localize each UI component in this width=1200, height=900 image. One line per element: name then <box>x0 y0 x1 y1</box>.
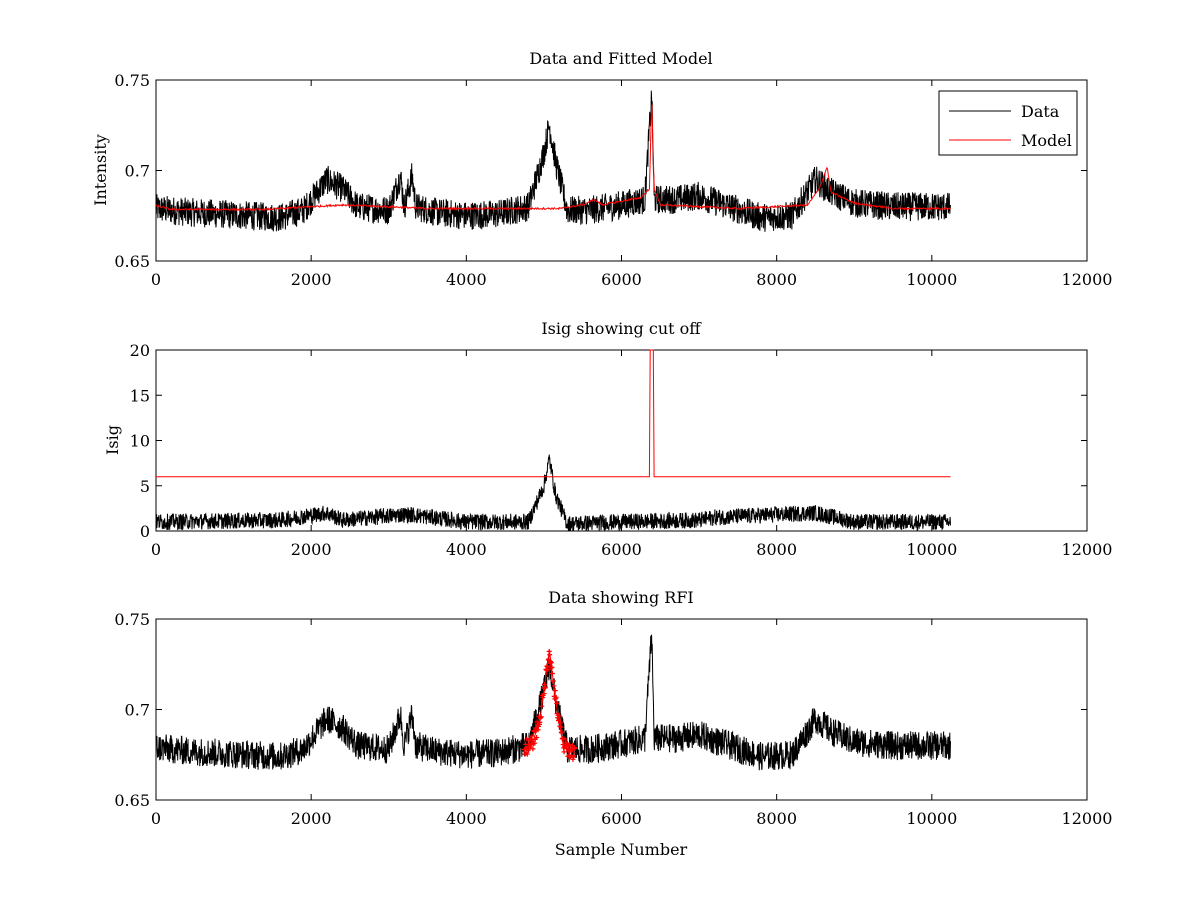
rfi-marker <box>571 753 577 759</box>
rfi-marker <box>539 703 545 709</box>
series-layer <box>155 349 951 532</box>
x-tick-label: 12000 <box>1062 270 1113 289</box>
y-tick-label: 0.65 <box>114 252 150 271</box>
legend-box <box>938 90 1078 156</box>
rfi-marker <box>530 746 536 752</box>
panel-data-showing-rfi: Data showing RFI Sample Number 0 2000 4000… <box>114 588 1112 859</box>
rfi-marker <box>549 670 555 676</box>
x-tick-label: 10000 <box>906 540 957 559</box>
y-tick-label: 20 <box>130 341 150 360</box>
x-tick-label: 0 <box>151 270 161 289</box>
y-axis-label: Intensity <box>91 134 110 206</box>
rfi-marker <box>549 660 555 666</box>
chart-title: Data and Fitted Model <box>529 49 712 68</box>
rfi-marker <box>552 688 558 694</box>
rfi-marker <box>547 652 553 658</box>
rfi-marker <box>524 751 530 757</box>
rfi-marker <box>550 678 556 684</box>
rfi-marker <box>549 664 555 670</box>
x-tick-label: 12000 <box>1062 540 1113 559</box>
panel-isig-showing-cut-off: Isig showing cut off Isig 0 2000 4000 6000 8… <box>103 319 1112 559</box>
y-tick-label: 0.75 <box>114 610 150 629</box>
x-tick-label: 4000 <box>446 540 487 559</box>
rfi-marker <box>558 724 564 730</box>
rfi-marker <box>560 735 566 741</box>
x-axis-label: Sample Number <box>555 840 688 859</box>
rfi-marker <box>567 742 573 748</box>
chart-title: Data showing RFI <box>548 588 693 607</box>
x-tick-label: 2000 <box>291 809 332 828</box>
rfi-marker <box>545 666 551 672</box>
legend-label-model: Model <box>1021 131 1072 150</box>
x-tick-label: 6000 <box>601 809 642 828</box>
rfi-marker <box>569 747 575 753</box>
x-tick-label: 12000 <box>1062 809 1113 828</box>
chart-title: Isig showing cut off <box>541 319 702 338</box>
rfi-marker <box>561 749 567 755</box>
x-tick-label: 10000 <box>906 270 957 289</box>
y-tick-label: 0.7 <box>125 701 150 720</box>
rfi-marker <box>559 729 565 735</box>
rfi-marker <box>553 694 559 700</box>
y-tick-label: 15 <box>130 386 150 405</box>
x-tick-label: 4000 <box>446 270 487 289</box>
series-line-0 <box>155 454 951 532</box>
series-layer <box>155 90 951 232</box>
rfi-marker <box>538 714 544 720</box>
panel-data-and-fitted-model: Data and Fitted Model Intensity 0 2000 400… <box>91 49 1112 289</box>
y-tick-label: 0.65 <box>114 791 150 810</box>
x-tick-label: 10000 <box>906 809 957 828</box>
series-layer <box>155 634 951 771</box>
y-tick-label: 0.7 <box>125 162 150 181</box>
rfi-marker <box>525 747 531 753</box>
x-tick-label: 8000 <box>756 809 797 828</box>
rfi-marker <box>548 665 554 671</box>
x-tick-label: 0 <box>151 809 161 828</box>
series-line-1 <box>156 349 951 478</box>
rfi-marker <box>534 735 540 741</box>
rfi-marker <box>541 691 547 697</box>
legend: Data Model <box>938 90 1078 156</box>
rfi-marker <box>542 684 548 690</box>
x-tick-label: 2000 <box>291 270 332 289</box>
rfi-marker <box>554 700 560 706</box>
y-tick-label: 0 <box>140 522 150 541</box>
x-tick-label: 8000 <box>756 270 797 289</box>
axis-ticks: 0 2000 4000 6000 8000 10000 12000 0.65 0.7 0.75 <box>114 610 1112 828</box>
y-tick-label: 5 <box>140 477 150 496</box>
rfi-marker <box>529 733 535 739</box>
legend-label-data: Data <box>1021 102 1060 121</box>
x-tick-label: 4000 <box>446 809 487 828</box>
series-line-1 <box>155 104 951 212</box>
rfi-marker <box>537 719 543 725</box>
rfi-marker <box>556 713 562 719</box>
axis-ticks: 0 2000 4000 6000 8000 10000 12000 0.65 0.7 0.75 <box>114 71 1112 289</box>
y-tick-label: 0.75 <box>114 71 150 90</box>
axis-ticks: 0 2000 4000 6000 8000 10000 12000 0 5 10 15 20 <box>130 341 1113 559</box>
y-axis-label: Isig <box>103 425 122 455</box>
x-tick-label: 2000 <box>291 540 332 559</box>
x-tick-label: 8000 <box>756 540 797 559</box>
x-tick-label: 6000 <box>601 540 642 559</box>
x-tick-label: 6000 <box>601 270 642 289</box>
x-tick-label: 0 <box>151 540 161 559</box>
rfi-marker <box>557 720 563 726</box>
rfi-marker <box>551 683 557 689</box>
rfi-markers <box>522 648 578 762</box>
rfi-marker <box>562 736 568 742</box>
rfi-marker <box>572 746 578 752</box>
y-tick-label: 10 <box>130 432 150 451</box>
